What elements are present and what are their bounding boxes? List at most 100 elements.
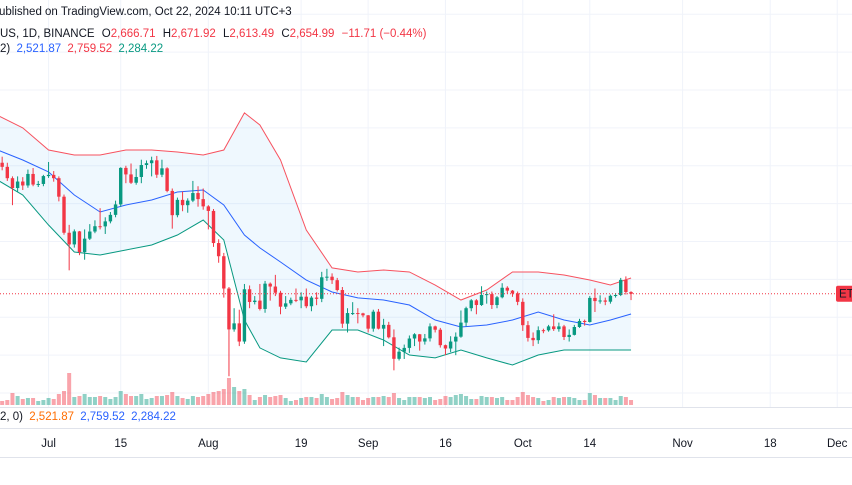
legend-key: O	[102, 28, 111, 40]
x-tick-label: 19	[295, 438, 308, 450]
volume-bar	[273, 396, 278, 405]
legend-change: −11.71 (−0.44%)	[342, 28, 427, 40]
candle-body	[567, 334, 571, 337]
candle-body	[10, 178, 15, 189]
candle-body	[371, 311, 375, 329]
volume-bar	[381, 396, 386, 405]
candle-body	[536, 330, 540, 341]
volume-bar	[531, 397, 536, 405]
candle-body	[340, 290, 345, 324]
volume-bar	[515, 397, 520, 405]
volume-bar	[87, 397, 92, 405]
volume-bar	[546, 400, 551, 405]
candle-body	[469, 300, 473, 309]
volume-bar	[319, 394, 324, 405]
x-tick-label: 14	[583, 438, 596, 450]
volume-bar	[618, 396, 623, 405]
candle-body	[392, 337, 396, 359]
candle-body	[593, 297, 597, 302]
volume-bar	[464, 396, 469, 405]
volume-bar	[175, 396, 180, 405]
volume-bar	[613, 400, 618, 405]
candle-body	[26, 173, 30, 186]
candle-body	[490, 294, 494, 306]
candle-body	[428, 326, 432, 339]
volume-bar	[144, 399, 149, 405]
volume-bar	[113, 397, 118, 405]
candle-body	[21, 181, 25, 186]
volume-bar	[5, 400, 10, 405]
candle-body	[603, 300, 607, 302]
volume-bar	[505, 400, 510, 405]
candle-body	[15, 181, 20, 189]
candle-body	[505, 287, 510, 291]
volume-bar	[587, 393, 592, 405]
volume-bar	[288, 401, 293, 405]
legend-value: 2,759.52	[80, 411, 125, 423]
candle-body	[299, 296, 303, 301]
volume-bar	[62, 391, 67, 405]
candle-body	[330, 276, 334, 281]
candle-body	[191, 193, 195, 201]
volume-bar	[479, 396, 484, 405]
candle-body	[485, 294, 489, 296]
volume-bar	[448, 397, 453, 405]
volume-bar	[31, 398, 36, 405]
candle-body	[320, 277, 324, 299]
band-line	[0, 112, 632, 301]
candle-body	[541, 330, 546, 332]
candle-body	[211, 210, 216, 244]
volume-bar	[371, 397, 376, 405]
candle-body	[124, 167, 128, 175]
volume-bar	[139, 394, 144, 405]
volume-bar	[206, 394, 211, 405]
legend-value: 2,521.87	[29, 411, 74, 423]
volume-bar	[453, 395, 458, 405]
volume-bar	[257, 397, 262, 405]
volume-bar	[623, 397, 628, 405]
candle-body	[227, 288, 231, 330]
volume-bar	[56, 394, 61, 405]
volume-bar	[149, 398, 154, 405]
candle-body	[268, 283, 272, 287]
volume-bar	[417, 397, 422, 405]
candle-body	[289, 299, 293, 304]
symbol: US, 1D, BINANCE	[0, 28, 95, 40]
candle-body	[500, 287, 504, 298]
candle-body	[619, 279, 623, 296]
volume-bar	[67, 373, 72, 405]
band-legend: 2) 2,521.87 2,759.52 2,284.22	[0, 43, 163, 55]
volume-bar	[484, 397, 489, 405]
volume-bar	[474, 399, 479, 405]
candle-body	[165, 168, 169, 191]
candle-body	[588, 297, 592, 322]
candle-body	[175, 199, 180, 216]
volume-bar	[20, 399, 25, 405]
legend-value: 2,613.49	[229, 28, 274, 40]
volume-bar	[221, 389, 226, 405]
volume-bar	[41, 400, 46, 405]
volume-bar	[402, 400, 407, 405]
volume-bar	[324, 397, 329, 405]
volume-bar	[412, 397, 417, 405]
candle-body	[438, 329, 443, 346]
volume-bar	[608, 398, 613, 405]
candle-body	[216, 243, 221, 257]
volume-bar	[340, 392, 345, 405]
volume-bar	[252, 400, 257, 405]
candle-body	[325, 276, 329, 278]
volume-bar	[304, 397, 309, 405]
candle-body	[397, 351, 401, 359]
volume-bar	[180, 398, 185, 405]
volume-bar	[201, 396, 206, 405]
candle-body	[335, 280, 339, 291]
candle-body	[103, 221, 107, 227]
volume-bar	[592, 395, 597, 405]
volume-bar	[15, 396, 20, 405]
candle-body	[526, 325, 530, 338]
candle-body	[629, 292, 633, 294]
legend-value: 2,284.22	[131, 411, 176, 423]
volume-bar	[330, 399, 335, 405]
